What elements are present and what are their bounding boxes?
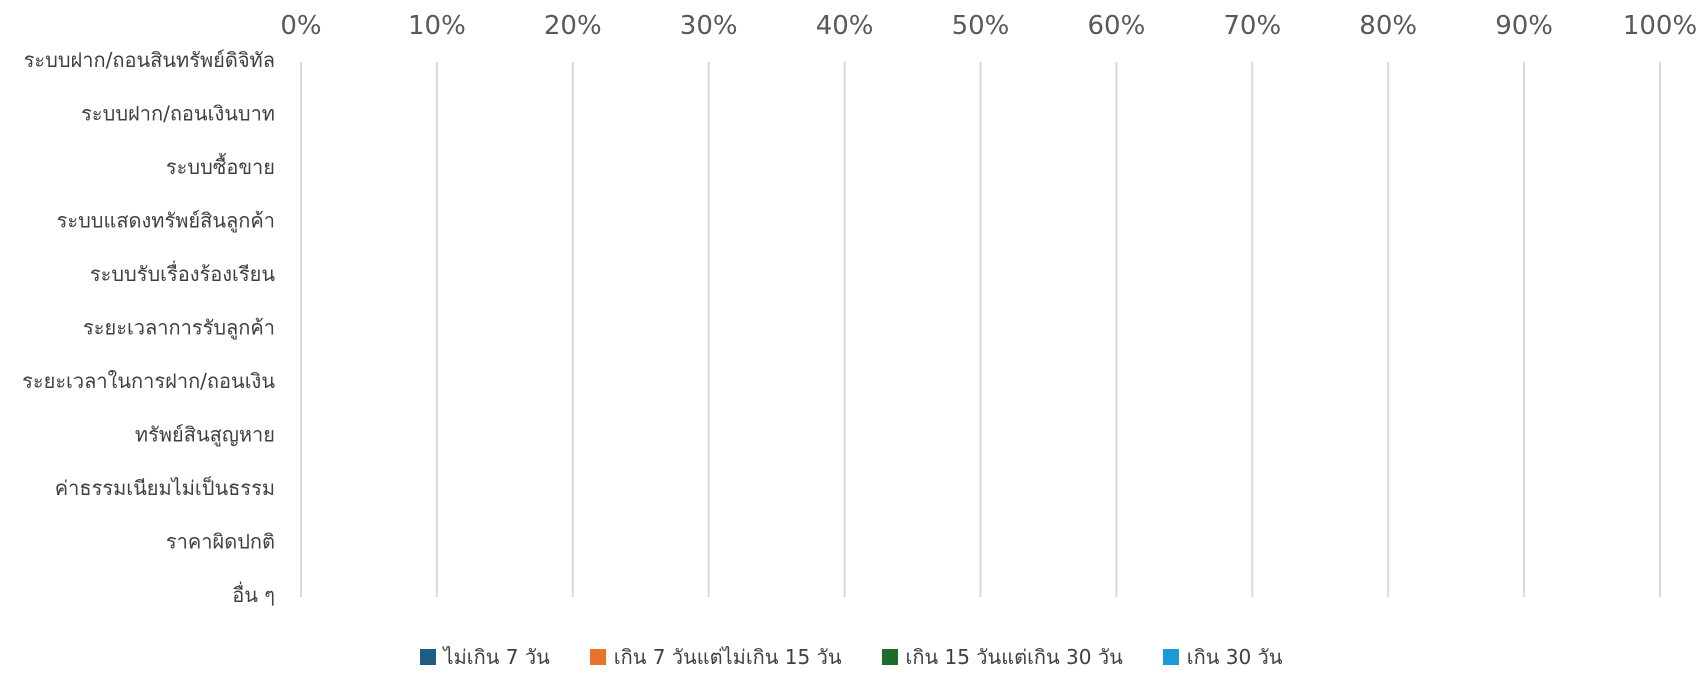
category-label: ระบบรับเรื่องร้องเรียน: [90, 260, 275, 286]
gridlines: [300, 62, 1661, 597]
legend-swatch: [589, 649, 606, 665]
category-label: ระบบซื้อขาย: [166, 153, 275, 179]
category-label: ระบบแสดงทรัพย์สินลูกค้า: [57, 209, 275, 234]
legend-swatch: [419, 649, 436, 665]
legend-swatch: [1162, 649, 1179, 665]
x-tick-label: 30%: [680, 11, 738, 41]
x-tick-label: 90%: [1495, 11, 1553, 41]
legend-item: เกิน 7 วันแต่ไม่เกิน 15 วัน: [589, 641, 842, 673]
x-tick-label: 100%: [1623, 11, 1697, 41]
x-tick-label: 0%: [280, 11, 321, 41]
category-label: ค่าธรรมเนียมไม่เป็นธรรม: [55, 475, 275, 500]
x-tick-label: 10%: [408, 11, 466, 41]
x-tick-label: 70%: [1223, 11, 1281, 41]
legend-label: เกิน 7 วันแต่ไม่เกิน 15 วัน: [613, 645, 842, 669]
category-label: ราคาผิดปกติ: [166, 530, 275, 554]
x-tick-label: 80%: [1359, 11, 1417, 41]
legend: ไม่เกิน 7 วัน เกิน 7 วันแต่ไม่เกิน 15 วัน…: [0, 641, 1702, 673]
legend-item: ไม่เกิน 7 วัน: [419, 641, 550, 673]
category-labels: ระบบฝาก/ถอนสินทรัพย์ดิจิทัลระบบฝาก/ถอนเง…: [22, 48, 275, 607]
legend-label: ไม่เกิน 7 วัน: [443, 645, 550, 669]
category-label: ระบบฝาก/ถอนสินทรัพย์ดิจิทัล: [24, 48, 275, 72]
category-label: ระยะเวลาการรับลูกค้า: [83, 316, 275, 341]
category-label: ระบบฝาก/ถอนเงินบาท: [81, 102, 275, 126]
legend-item: เกิน 30 วัน: [1162, 641, 1283, 673]
legend-item: เกิน 15 วันแต่เกิน 30 วัน: [881, 641, 1123, 673]
legend-label: เกิน 30 วัน: [1186, 645, 1283, 669]
x-tick-label: 20%: [544, 11, 602, 41]
legend-label: เกิน 15 วันแต่เกิน 30 วัน: [905, 645, 1123, 669]
x-tick-label: 40%: [816, 11, 874, 41]
x-axis-tick-labels: 0% 10% 20% 30% 40% 50% 60% 70% 80% 90% 100%: [280, 11, 1697, 41]
x-tick-label: 60%: [1088, 11, 1146, 41]
x-tick-label: 50%: [952, 11, 1010, 41]
category-label: ทรัพย์สินสูญหาย: [135, 423, 275, 448]
category-label: อื่น ๆ: [232, 581, 275, 607]
category-label: ระยะเวลาในการฝาก/ถอนเงิน: [22, 369, 275, 393]
legend-swatch: [881, 649, 898, 665]
